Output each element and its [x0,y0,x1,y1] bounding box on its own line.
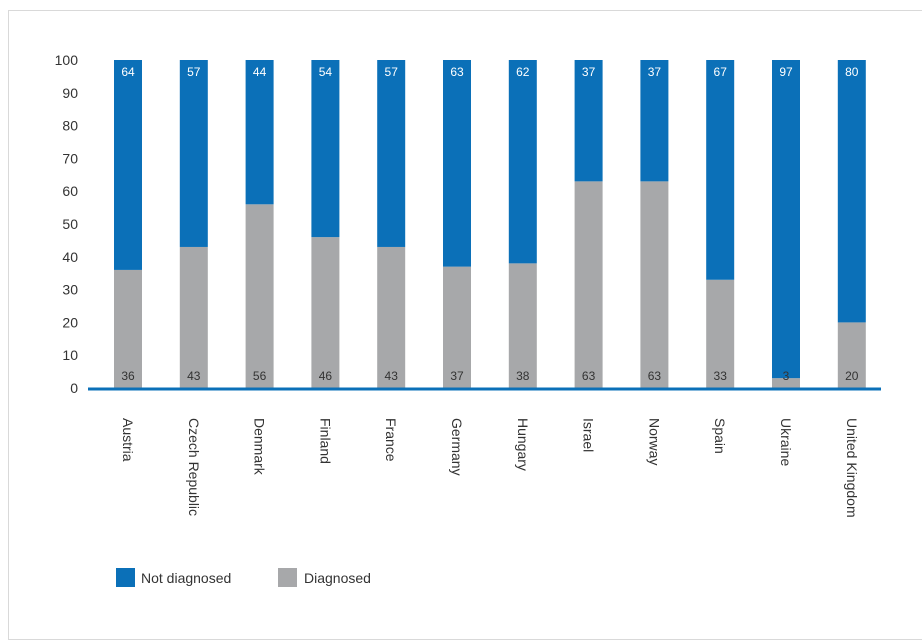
data-label-diagnosed: 46 [319,369,333,383]
bar-diagnosed [772,378,800,388]
data-label-diagnosed: 43 [187,369,201,383]
x-category-label: Hungary [515,418,531,471]
x-category-label: Czech Republic [186,418,202,516]
y-tick-label: 70 [62,150,78,166]
bar-diagnosed [114,269,142,388]
x-category-label: Finland [317,418,333,464]
y-tick-label: 30 [62,282,78,298]
bar-diagnosed [311,237,340,388]
bar-not-diagnosed [443,60,471,267]
bar-not-diagnosed [574,60,603,182]
data-label-not-diagnosed: 57 [187,65,201,79]
data-label-not-diagnosed: 80 [845,65,859,79]
data-label-not-diagnosed: 67 [714,65,728,79]
data-label-not-diagnosed: 54 [319,65,333,79]
x-category-label: France [383,418,399,462]
data-label-diagnosed: 56 [253,369,267,383]
data-label-diagnosed: 43 [385,369,399,383]
y-tick-label: 40 [62,249,78,265]
y-tick-label: 90 [62,85,78,101]
bar-not-diagnosed [640,60,669,182]
bar-diagnosed [574,181,603,388]
bar-diagnosed [377,246,406,388]
x-category-label: Germany [449,418,465,476]
bar-diagnosed [837,322,866,388]
data-label-not-diagnosed: 63 [450,65,464,79]
x-category-label: Norway [646,418,662,465]
data-label-not-diagnosed: 37 [582,65,596,79]
bar-diagnosed [706,279,735,388]
x-category-label: Israel [581,418,597,452]
x-category-label: Austria [120,418,136,462]
data-label-diagnosed: 63 [582,369,596,383]
bar-diagnosed [640,181,669,388]
x-category-label: Spain [712,418,728,454]
legend-swatch-diagnosed [278,568,297,587]
y-tick-label: 60 [62,183,78,199]
data-label-diagnosed: 20 [845,369,859,383]
bar-not-diagnosed [837,60,866,323]
bar-not-diagnosed [772,60,800,379]
legend-swatch-not-diagnosed [116,568,135,587]
bar-diagnosed [179,246,208,388]
bar-not-diagnosed [706,60,735,280]
data-label-diagnosed: 37 [450,369,464,383]
bar-diagnosed [443,266,471,388]
data-label-diagnosed: 38 [516,369,530,383]
data-label-diagnosed: 3 [783,369,790,383]
data-label-diagnosed: 33 [714,369,728,383]
bar-not-diagnosed [245,60,274,205]
x-category-label: Denmark [252,418,268,476]
bar-diagnosed [245,204,274,388]
data-label-not-diagnosed: 44 [253,65,267,79]
y-tick-label: 20 [62,314,78,330]
x-category-label: United Kingdom [844,418,860,518]
bar-not-diagnosed [311,60,340,238]
y-tick-label: 10 [62,347,78,363]
data-label-diagnosed: 63 [648,369,662,383]
y-tick-label: 80 [62,118,78,134]
y-tick-label: 100 [55,52,79,68]
bar-not-diagnosed [179,60,208,247]
data-label-not-diagnosed: 57 [385,65,399,79]
stacked-bar-chart: 0 10 20 30 40 50 60 70 80 90 100 64 36 Austria 57 43 Cze… [55,52,881,587]
data-label-not-diagnosed: 64 [121,65,135,79]
y-tick-label: 0 [70,380,78,396]
data-label-diagnosed: 36 [121,369,135,383]
bar-not-diagnosed [508,60,537,264]
legend-label-not-diagnosed: Not diagnosed [141,570,231,586]
legend-label-diagnosed: Diagnosed [304,570,371,586]
bar-diagnosed [508,263,537,388]
data-label-not-diagnosed: 62 [516,65,530,79]
data-label-not-diagnosed: 97 [779,65,793,79]
y-tick-label: 50 [62,216,78,232]
x-category-label: Ukraine [778,418,794,466]
bar-not-diagnosed [377,60,406,247]
data-label-not-diagnosed: 37 [648,65,662,79]
bar-not-diagnosed [114,60,142,270]
